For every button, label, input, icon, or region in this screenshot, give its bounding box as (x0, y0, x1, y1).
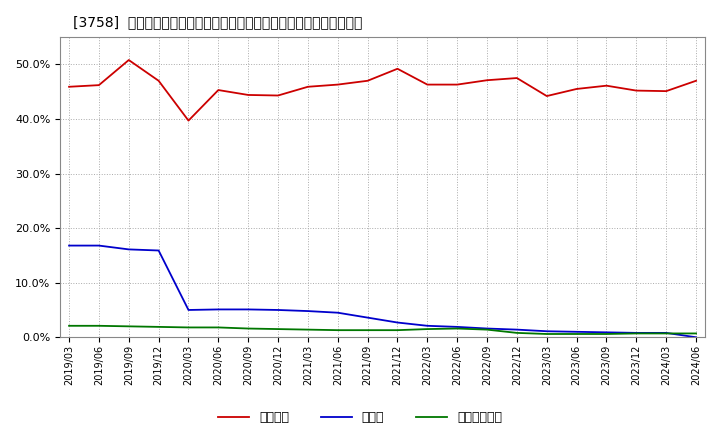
自己資本 (482, 77, 491, 83)
自己資本 (154, 78, 163, 84)
繰延税金資産 (393, 327, 402, 333)
繰延税金資産 (632, 331, 641, 336)
のれん (453, 324, 462, 330)
のれん (393, 320, 402, 325)
のれん (513, 327, 521, 332)
繰延税金資産 (482, 327, 491, 332)
繰延税金資産 (244, 326, 253, 331)
のれん (662, 330, 670, 336)
Line: 自己資本: 自己資本 (69, 60, 696, 121)
自己資本 (214, 88, 222, 93)
のれん (572, 329, 581, 334)
自己資本 (125, 57, 133, 62)
Text: [3758]  自己資本、のれん、繰延税金資産の総資産に対する比率の推移: [3758] 自己資本、のれん、繰延税金資産の総資産に対する比率の推移 (73, 15, 362, 29)
のれん (244, 307, 253, 312)
Line: のれん: のれん (69, 246, 696, 337)
繰延税金資産 (453, 326, 462, 331)
自己資本 (393, 66, 402, 71)
のれん (214, 307, 222, 312)
繰延税金資産 (65, 323, 73, 328)
自己資本 (244, 92, 253, 98)
自己資本 (184, 118, 193, 123)
のれん (482, 326, 491, 331)
のれん (632, 330, 641, 336)
繰延税金資産 (125, 324, 133, 329)
のれん (184, 307, 193, 312)
繰延税金資産 (602, 331, 611, 337)
のれん (333, 310, 342, 315)
のれん (364, 315, 372, 320)
繰延税金資産 (274, 326, 282, 332)
自己資本 (65, 84, 73, 89)
自己資本 (453, 82, 462, 87)
繰延税金資産 (304, 327, 312, 332)
自己資本 (662, 88, 670, 94)
自己資本 (333, 82, 342, 87)
自己資本 (364, 78, 372, 84)
自己資本 (304, 84, 312, 89)
繰延税金資産 (513, 330, 521, 336)
Line: 繰延税金資産: 繰延税金資産 (69, 326, 696, 334)
Legend: 自己資本, のれん, 繰延税金資産: 自己資本, のれん, 繰延税金資産 (213, 407, 507, 429)
のれん (602, 330, 611, 335)
自己資本 (513, 75, 521, 81)
繰延税金資産 (184, 325, 193, 330)
繰延税金資産 (154, 324, 163, 330)
繰延税金資産 (364, 327, 372, 333)
繰延税金資産 (333, 327, 342, 333)
繰延税金資産 (662, 331, 670, 336)
のれん (154, 248, 163, 253)
繰延税金資産 (94, 323, 103, 328)
自己資本 (602, 83, 611, 88)
のれん (65, 243, 73, 248)
のれん (94, 243, 103, 248)
のれん (274, 307, 282, 312)
繰延税金資産 (542, 331, 551, 337)
自己資本 (423, 82, 432, 87)
のれん (304, 308, 312, 314)
繰延税金資産 (572, 331, 581, 337)
自己資本 (274, 93, 282, 98)
自己資本 (94, 82, 103, 88)
繰延税金資産 (423, 326, 432, 332)
繰延税金資産 (692, 331, 701, 336)
のれん (125, 247, 133, 252)
のれん (423, 323, 432, 328)
自己資本 (542, 93, 551, 99)
繰延税金資産 (214, 325, 222, 330)
自己資本 (572, 86, 581, 92)
自己資本 (692, 78, 701, 84)
のれん (542, 329, 551, 334)
自己資本 (632, 88, 641, 93)
のれん (692, 335, 701, 340)
